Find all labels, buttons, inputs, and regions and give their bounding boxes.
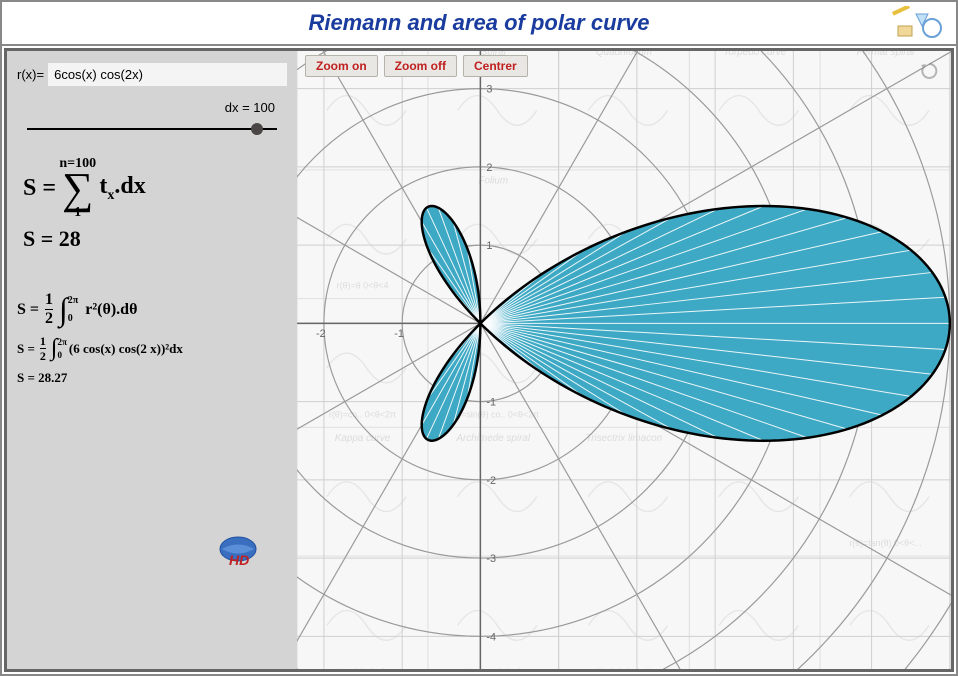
tools-icon <box>888 6 948 42</box>
svg-text:Trisectrix limacon: Trisectrix limacon <box>586 433 663 444</box>
sum-prefix: S = <box>23 175 56 202</box>
dx-slider: dx = 100 <box>17 100 287 139</box>
integral-formula: S = 12 ∫ 2π0 r²(θ).dθ <box>17 292 287 327</box>
svg-text:Torpedo curve: Torpedo curve <box>723 51 786 58</box>
svg-text:HD: HD <box>229 552 249 568</box>
integral-expanded: S = 12 ∫ 2π0 (6 cos(x) cos(2 x))²dx <box>17 335 287 362</box>
app-frame: Riemann and area of polar curve r(x)= dx… <box>0 0 958 676</box>
slider-thumb[interactable] <box>251 123 263 135</box>
zoom-on-button[interactable]: Zoom on <box>305 55 378 77</box>
svg-text:3: 3 <box>486 84 492 96</box>
svg-text:1: 1 <box>486 240 492 252</box>
svg-text:r(θ)=θ 0<θ<4: r(θ)=θ 0<θ<4 <box>337 281 389 291</box>
svg-text:Archimede spiral: Archimede spiral <box>455 433 530 444</box>
slider-label: dx = 100 <box>17 100 287 115</box>
centrer-button[interactable]: Centrer <box>463 55 528 77</box>
integral-result: S = 28.27 <box>17 370 287 386</box>
svg-text:-3: -3 <box>486 553 496 565</box>
logo-icon: HD <box>217 535 259 569</box>
svg-text:-1: -1 <box>394 328 404 340</box>
header: Riemann and area of polar curve <box>2 2 956 46</box>
svg-text:r(θ)=θ 0<θ<2π: r(θ)=θ 0<θ<2π <box>334 667 392 669</box>
slider-track[interactable] <box>27 119 277 139</box>
chart-area: Zoom on Zoom off Centrer SpiralQuadrifol… <box>297 51 951 669</box>
polar-plot[interactable]: SpiralQuadrifoliumTorpedo curveFermat sp… <box>297 51 951 669</box>
svg-text:Kappa curve: Kappa curve <box>335 433 391 444</box>
svg-text:-2: -2 <box>316 328 326 340</box>
page-title: Riemann and area of polar curve <box>308 10 649 36</box>
svg-text:-2: -2 <box>486 475 496 487</box>
sigma-icon: ∑ <box>62 171 93 206</box>
svg-text:-4: -4 <box>486 631 496 643</box>
riemann-result: S = 28 <box>23 226 287 252</box>
body: r(x)= dx = 100 S = n=100 ∑ 1 <box>4 48 954 672</box>
sidebar: r(x)= dx = 100 S = n=100 ∑ 1 <box>7 51 297 669</box>
riemann-formula: S = n=100 ∑ 1 tx.dx S = 28 <box>23 157 287 252</box>
zoom-toolbar: Zoom on Zoom off Centrer <box>305 55 528 77</box>
fn-label: r(x)= <box>17 67 44 82</box>
svg-text:2: 2 <box>486 162 492 174</box>
svg-text:r(θ)=2/θ 0<θ<2π: r(θ)=2/θ 0<θ<2π <box>591 667 656 669</box>
svg-text:Folium: Folium <box>478 176 508 187</box>
integral-icon: ∫ <box>59 297 68 323</box>
svg-text:r(θ)=sin.. 0<θ<2π: r(θ)=sin.. 0<θ<2π <box>459 667 528 669</box>
refresh-icon[interactable] <box>919 61 939 81</box>
zoom-off-button[interactable]: Zoom off <box>384 55 457 77</box>
svg-text:r(θ)=co.. 0<θ<2π: r(θ)=co.. 0<θ<2π <box>329 409 396 419</box>
function-row: r(x)= <box>17 63 287 86</box>
svg-text:-1: -1 <box>486 397 496 409</box>
function-input[interactable] <box>48 63 287 86</box>
sum-lower: 1 <box>74 206 81 220</box>
